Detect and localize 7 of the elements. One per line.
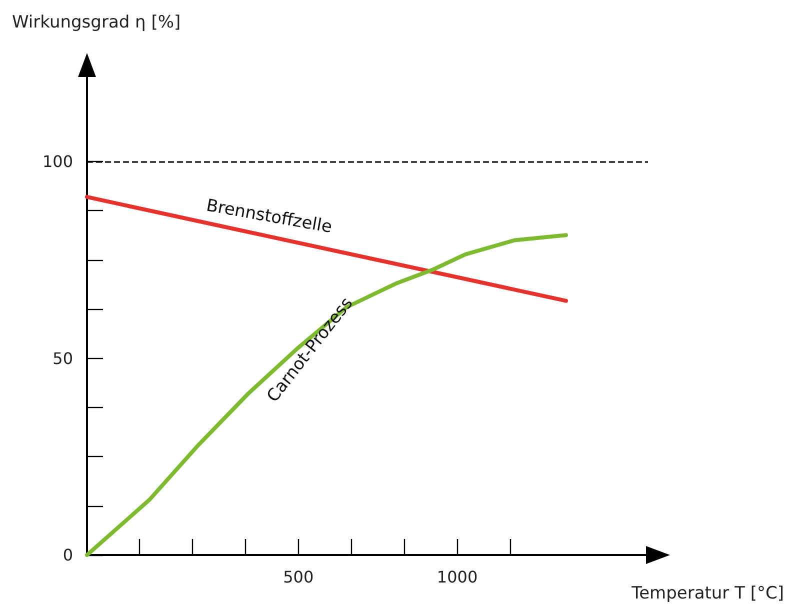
- y-axis-title: Wirkungsgrad η [%]: [12, 12, 181, 32]
- y-tick-label: 0: [62, 546, 73, 564]
- x-axis-title: Temperatur T [°C]: [630, 584, 784, 604]
- x-tick-label: 500: [283, 568, 314, 586]
- x-tick-label: 1000: [436, 568, 478, 586]
- y-tick-label: 100: [42, 152, 73, 172]
- y-tick-label: 50: [52, 348, 73, 368]
